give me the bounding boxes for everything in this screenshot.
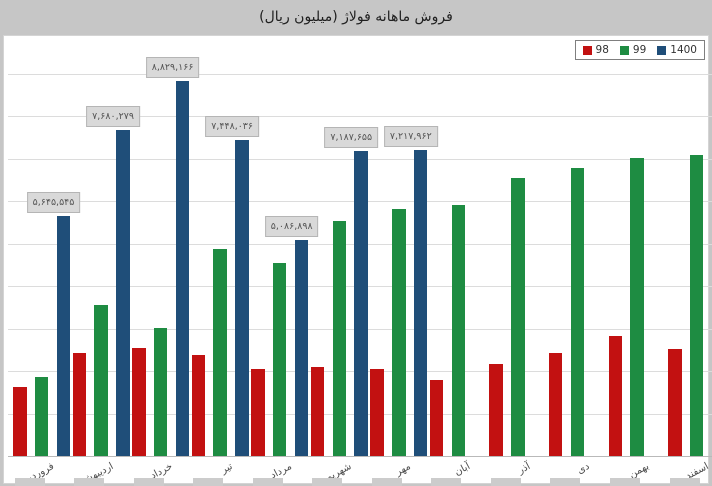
bar-1400-month-1[interactable] [56, 216, 70, 456]
bar-99-month-10[interactable] [570, 167, 585, 456]
bar-98-month-2[interactable] [72, 352, 87, 456]
legend-swatch-icon [657, 45, 667, 55]
bar-99-month-4[interactable] [213, 248, 227, 456]
bar-98-month-10[interactable] [548, 352, 563, 456]
legend-label: 98 [595, 44, 609, 56]
bar-1400-month-3[interactable] [175, 81, 190, 456]
bottom-edge-cell [74, 478, 105, 486]
gridline [8, 116, 712, 118]
legend-item-1400[interactable]: 1400 [657, 44, 697, 56]
bar-99-month-7[interactable] [392, 208, 406, 456]
bottom-edge-cell [193, 478, 224, 486]
data-label-1400-month-3: ۸,۸۲۹,۱۶۶ [145, 57, 200, 79]
bottom-edge-cell [490, 478, 521, 486]
bar-98-month-5[interactable] [251, 369, 265, 456]
bottom-edge-cell [431, 478, 462, 486]
bar-99-month-11[interactable] [630, 158, 644, 456]
bar-1400-month-6[interactable] [354, 150, 368, 456]
data-label-1400-month-4: ۷,۴۴۸,۰۳۶ [205, 115, 260, 137]
data-label-1400-month-2: ۷,۶۸۰,۲۷۹ [86, 106, 140, 127]
bar-99-month-2[interactable] [94, 304, 108, 456]
legend-label: 1400 [670, 44, 697, 56]
bar-99-month-3[interactable] [153, 327, 168, 456]
gridline [8, 73, 712, 75]
bottom-edge-cell [669, 478, 700, 486]
bar-98-month-11[interactable] [608, 335, 622, 456]
bottom-edge-cell [252, 478, 283, 486]
bar-98-month-4[interactable] [191, 355, 206, 456]
legend[interactable]: 98 99 1400 [574, 40, 705, 60]
bar-99-month-6[interactable] [332, 220, 346, 456]
bar-99-month-9[interactable] [511, 177, 525, 456]
data-label-1400-month-6: ۷,۱۸۷,۶۵۵ [324, 126, 379, 148]
data-label-1400-month-7: ۷,۲۱۷,۹۶۲ [383, 125, 438, 147]
bar-1400-month-5[interactable] [294, 240, 309, 456]
plot-area: ۵,۶۴۵,۵۴۵ ۷,۶۸۰,۲۷۹ ۸,۸۲۹,۱۶۶ ۷,۴۴۸,۰۳۶ ۵,۰۸… [3, 35, 712, 484]
legend-swatch-icon [582, 45, 592, 55]
bar-99-month-1[interactable] [34, 377, 49, 456]
bar-98-month-7[interactable] [370, 369, 384, 456]
bar-98-month-12[interactable] [668, 349, 682, 456]
bar-99-month-8[interactable] [451, 205, 466, 456]
data-label-1400-month-1: ۵,۶۴۵,۵۴۵ [26, 192, 81, 214]
bottom-edge-cell [371, 478, 402, 486]
legend-label: 99 [632, 44, 647, 56]
legend-swatch-icon [619, 45, 629, 55]
bar-98-month-8[interactable] [429, 379, 444, 456]
bar-1400-month-4[interactable] [235, 139, 249, 456]
bar-98-month-9[interactable] [489, 364, 503, 456]
bottom-edge-cell [14, 478, 45, 486]
legend-item-98[interactable]: 98 [582, 44, 609, 56]
title-bar: فروش ماهانه فولاژ (میلیون ریال) [0, 0, 712, 34]
bar-99-month-12[interactable] [689, 155, 704, 456]
bar-1400-month-7[interactable] [413, 149, 428, 456]
bottom-edge-cell [610, 478, 640, 486]
chart-title: فروش ماهانه فولاژ (میلیون ریال) [259, 9, 453, 25]
bottom-edge-cell [312, 478, 343, 486]
bottom-edge-cell [550, 478, 581, 486]
bar-99-month-5[interactable] [272, 262, 287, 456]
bar-98-month-3[interactable] [132, 348, 146, 456]
data-label-1400-month-5: ۵,۰۸۶,۸۹۸ [264, 216, 319, 238]
bar-98-month-1[interactable] [13, 386, 27, 456]
legend-item-99[interactable]: 99 [619, 44, 647, 56]
x-axis-line [8, 456, 712, 457]
bar-1400-month-2[interactable] [116, 130, 130, 456]
bar-98-month-6[interactable] [310, 366, 325, 456]
bottom-edge-cell [133, 478, 164, 486]
